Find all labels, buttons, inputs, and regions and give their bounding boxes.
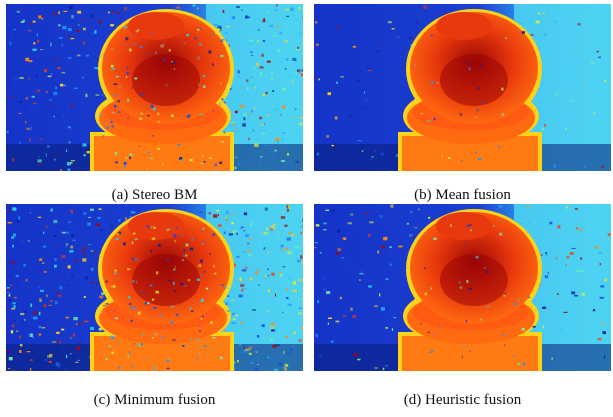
object-region	[90, 9, 234, 171]
depth-map-c	[6, 204, 303, 371]
panel-c	[6, 204, 303, 371]
depth-map-d	[314, 204, 611, 371]
caption-d: (d) Heuristic fusion	[403, 392, 522, 408]
caption-b: (b) Mean fusion	[414, 187, 511, 203]
depth-map-a	[6, 4, 303, 171]
panel-a	[6, 4, 303, 171]
object-region	[398, 9, 542, 171]
caption-a: (a) Stereo BM	[111, 187, 198, 203]
object-region	[90, 209, 234, 371]
panel-b	[314, 4, 611, 171]
panel-d	[314, 204, 611, 371]
caption-c: (c) Minimum fusion	[93, 392, 216, 408]
object-region	[398, 209, 542, 371]
depth-map-b	[314, 4, 611, 171]
